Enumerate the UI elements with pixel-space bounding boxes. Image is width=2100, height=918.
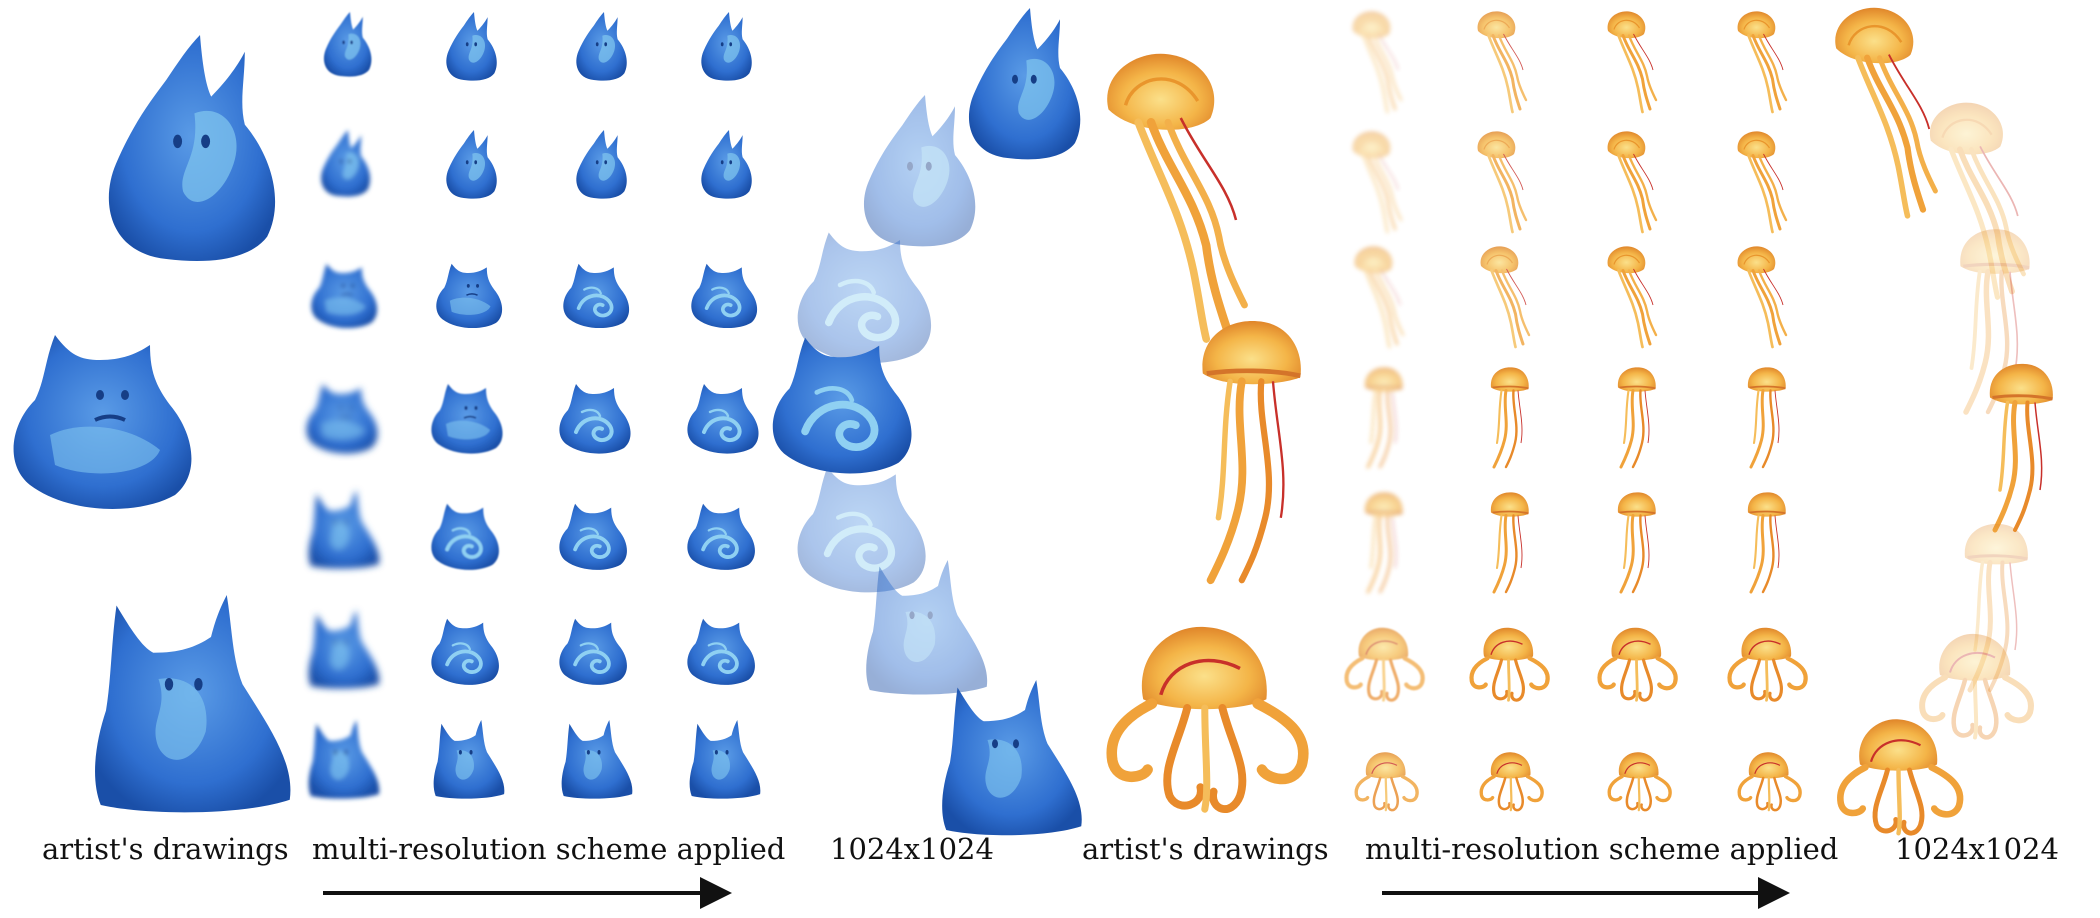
jelly-grid-cell (1476, 9, 1528, 114)
blob-grid-cell (435, 262, 503, 329)
blob-grid-cell (308, 720, 380, 799)
blob-grid-cell (305, 383, 379, 455)
jelly-grid-cell (1606, 9, 1658, 114)
blob-1024-sequence (773, 8, 1082, 836)
blob-sequence-frame (942, 680, 1082, 836)
blob-grid-cell (689, 720, 761, 799)
jelly-grid-cell (1471, 628, 1547, 701)
jelly-grid-cell (1729, 628, 1805, 701)
blob-sequence-frame (866, 560, 988, 695)
blob-drawings-column (11, 35, 291, 813)
left-scheme-caption: multi-resolution scheme applied (312, 832, 786, 866)
jelly-grid-cell (1363, 490, 1405, 594)
right-drawings-caption: artist's drawings (1082, 832, 1329, 866)
blob-grid-cell (559, 384, 630, 454)
blob-grid-cell (687, 384, 758, 454)
right-scheme-caption: multi-resolution scheme applied (1365, 832, 1839, 866)
jelly-grid-cell (1606, 129, 1658, 234)
left-drawings-caption: artist's drawings (42, 832, 289, 866)
right-progress-arrow (1382, 877, 1790, 909)
jelly-grid-cell (1489, 365, 1531, 469)
jellyfish-drawing-1 (1107, 54, 1244, 339)
jellyfish-1024-sequence (1835, 8, 2053, 833)
jelly-grid-cell (1736, 244, 1788, 349)
jelly-grid-cell (1736, 9, 1788, 114)
jellyfish-drawing-3 (1112, 627, 1304, 809)
blob-grid-cell (321, 130, 371, 197)
blob-sequence-frame (863, 95, 976, 247)
blob-drawing-3 (95, 595, 291, 813)
blob-grid-cell (323, 12, 372, 77)
blob-grid-cell (561, 720, 633, 799)
jelly-grid-cell (1353, 244, 1405, 349)
jelly-grid-cell (1746, 365, 1788, 469)
blob-grid-cell (446, 12, 497, 81)
jelly-grid-cell (1346, 628, 1422, 701)
blob-grid-cell (576, 12, 627, 81)
jelly-sequence-frame (1840, 719, 1960, 833)
jelly-grid-cell (1354, 750, 1419, 812)
jelly-grid-cell (1476, 129, 1528, 234)
jelly-grid-cell (1363, 365, 1405, 469)
right-result-caption: 1024x1024 (1895, 832, 2059, 866)
jelly-grid-cell (1616, 490, 1658, 594)
jelly-grid-cell (1616, 365, 1658, 469)
blob-grid-cell (689, 261, 759, 330)
blob-grid-cell (429, 501, 501, 572)
jellyfish-drawings-column (1107, 54, 1303, 809)
blob-grid-cell (576, 130, 627, 199)
blob-grid-cell (429, 616, 501, 687)
left-result-caption: 1024x1024 (830, 832, 994, 866)
blob-grid-cell (430, 383, 504, 455)
blob-drawing-1 (108, 35, 276, 262)
jelly-sequence-frame (1835, 8, 1935, 216)
jelly-grid-cell (1351, 129, 1403, 234)
jellyfish-multiresolution-grid (1346, 9, 1805, 812)
blob-grid-cell (701, 130, 752, 199)
jelly-grid-cell (1489, 490, 1531, 594)
jelly-sequence-frame (1990, 364, 2053, 530)
jelly-grid-cell (1736, 129, 1788, 234)
blob-grid-cell (685, 501, 757, 572)
left-progress-arrow (323, 877, 732, 909)
jelly-grid-cell (1479, 750, 1544, 812)
blob-grid-cell (685, 616, 757, 687)
blob-grid-cell (701, 12, 752, 81)
blob-sequence-frame (798, 467, 926, 592)
blob-multiresolution-grid (305, 12, 761, 799)
blob-sequence-frame (798, 233, 931, 363)
blob-grid-cell (446, 130, 497, 199)
jelly-grid-cell (1351, 9, 1403, 114)
jelly-grid-cell (1746, 490, 1788, 594)
jelly-grid-cell (1599, 628, 1675, 701)
blob-drawing-2 (11, 333, 194, 511)
jelly-grid-cell (1479, 244, 1531, 349)
blob-grid-cell (561, 261, 631, 330)
jelly-grid-cell (1737, 750, 1802, 812)
blob-grid-cell (310, 262, 378, 329)
jelly-grid-cell (1607, 750, 1672, 812)
jelly-grid-cell (1606, 244, 1658, 349)
jellyfish-drawing-2 (1202, 321, 1300, 580)
blob-grid-cell (557, 616, 629, 687)
blob-grid-cell (557, 501, 629, 572)
blob-grid-cell (308, 490, 380, 569)
blob-grid-cell (308, 610, 380, 689)
blob-grid-cell (433, 720, 505, 799)
blob-sequence-frame (968, 8, 1081, 160)
